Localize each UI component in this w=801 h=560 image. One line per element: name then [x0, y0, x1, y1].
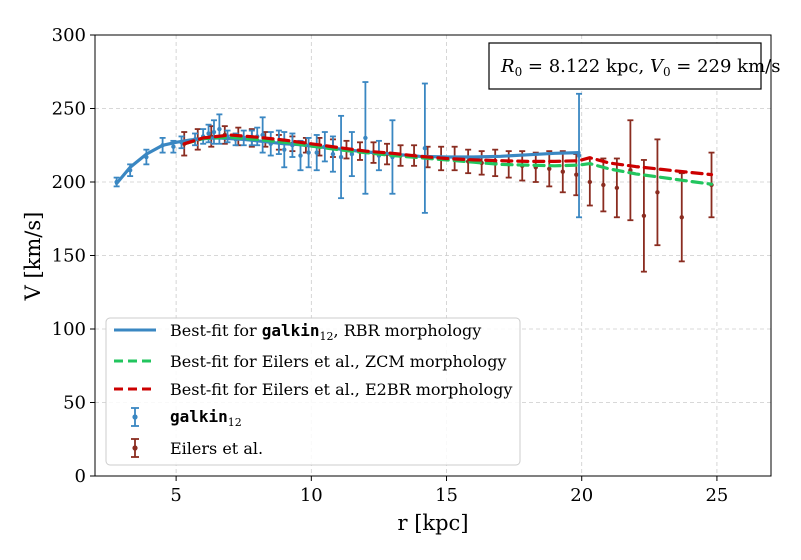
galkin-errorbar-point [363, 135, 368, 141]
galkin-errorbar-point [338, 154, 344, 160]
galkin-errorbar-point [298, 153, 303, 158]
legend-label-e2br: Best-fit for Eilers et al., E2BR morphol… [170, 380, 512, 399]
galkin-errorbar-point [330, 151, 336, 157]
eilers-errorbar [640, 159, 647, 273]
legend-swatch-eilers [131, 438, 139, 458]
eilers-errorbar [613, 157, 620, 219]
eilers-errorbar-point [614, 185, 620, 191]
galkin-errorbar-point [260, 132, 265, 138]
galkin-errorbar-point [217, 126, 222, 132]
eilers-errorbar [546, 150, 553, 188]
x-tick-label: 25 [705, 485, 728, 506]
y-tick-label: 100 [52, 319, 86, 340]
legend-label-eilers: Eilers et al. [170, 439, 263, 458]
eilers-series [181, 119, 715, 273]
eilers-errorbar [627, 119, 634, 222]
legend-box [105, 317, 521, 466]
y-tick-label: 0 [75, 466, 86, 487]
x-axis-label: r [kpc] [397, 511, 468, 535]
eilers-errorbar-point [560, 169, 565, 174]
x-tick-label: 20 [570, 485, 593, 506]
annotation-text: R0 = 8.122 kpc, V0 = 229 km/s [500, 56, 780, 79]
galkin-errorbar-point [282, 147, 287, 152]
best-fit-zcm-line [182, 135, 714, 186]
galkin-errorbar-point [171, 144, 176, 149]
galkin-errorbar [348, 131, 355, 178]
eilers-errorbar-point [655, 190, 660, 195]
galkin-errorbar [210, 119, 217, 145]
annotation-box [488, 42, 762, 90]
galkin-errorbar [362, 81, 369, 195]
legend-swatch-galkin [131, 407, 139, 427]
y-tick-label: 300 [52, 25, 86, 46]
galkin-errorbar [576, 92, 583, 219]
galkin-errorbar [338, 114, 345, 200]
galkin-errorbar [205, 123, 212, 144]
galkin-errorbar-point [211, 129, 217, 135]
legend: Best-fit for galkin12, RBR morphology Be… [105, 317, 521, 466]
y-tick-label: 200 [52, 172, 86, 193]
legend-label-galkin: galkin12 [170, 407, 242, 429]
galkin-errorbar [143, 148, 150, 166]
eilers-errorbar-point [587, 179, 593, 185]
eilers-errorbar [532, 151, 539, 183]
eilers-errorbar-point [547, 166, 552, 171]
eilers-errorbar-point [679, 215, 684, 220]
eilers-errorbar-point [641, 213, 647, 219]
galkin-errorbar-point [576, 153, 582, 158]
eilers-errorbar-point [601, 182, 606, 188]
x-tick-label: 10 [300, 485, 323, 506]
galkin-errorbar-point [306, 150, 311, 155]
legend-label-rbr: Best-fit for galkin12, RBR morphology [170, 321, 481, 343]
y-axis-label: V [km/s] [21, 212, 45, 302]
best-fit-e2br-line [182, 133, 714, 177]
galkin-errorbar [313, 134, 320, 172]
y-tick-label: 50 [63, 393, 86, 414]
eilers-errorbar [654, 138, 661, 247]
galkin-errorbar [259, 116, 266, 154]
galkin-errorbar [421, 82, 428, 214]
eilers-errorbar-point [574, 172, 579, 177]
y-tick-label: 250 [52, 99, 86, 120]
galkin-errorbar [281, 131, 288, 169]
galkin-errorbar-point [349, 151, 355, 157]
galkin-errorbar-point [314, 150, 319, 155]
x-tick-label: 5 [170, 485, 181, 506]
eilers-errorbar [559, 150, 566, 194]
best-fit-lines [114, 133, 714, 186]
galkin-errorbar [305, 136, 312, 169]
y-tick-label: 150 [52, 246, 86, 267]
legend-label-zcm: Best-fit for Eilers et al., ZCM morpholo… [170, 352, 506, 371]
x-tick-label: 15 [435, 485, 458, 506]
galkin-errorbar-point [422, 145, 428, 151]
eilers-errorbar [678, 172, 685, 263]
galkin-errorbar [329, 135, 336, 173]
parameter-annotation: R0 = 8.122 kpc, V0 = 229 km/s [488, 42, 780, 90]
galkin-errorbar-point [206, 131, 211, 136]
